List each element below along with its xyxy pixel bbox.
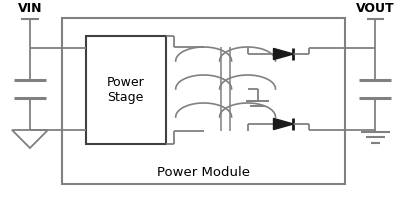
Bar [62, 18, 345, 184]
Text: Power
Stage: Power Stage [107, 76, 145, 104]
Bar [86, 36, 166, 144]
Polygon shape [274, 118, 294, 130]
Text: VIN: VIN [18, 2, 42, 16]
Text: Power Module: Power Module [157, 166, 250, 180]
Text: VOUT: VOUT [356, 2, 395, 16]
Polygon shape [274, 48, 294, 60]
